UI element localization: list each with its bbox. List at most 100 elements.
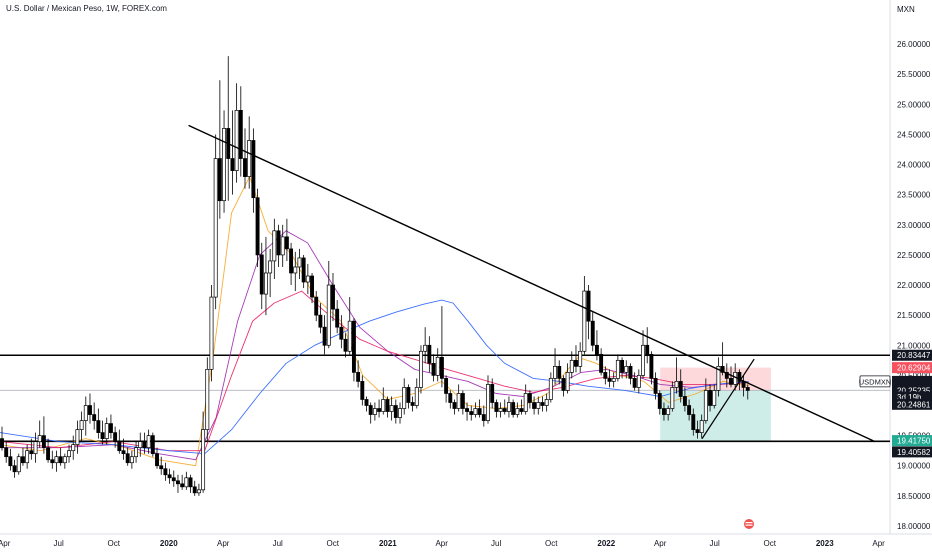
- candle[interactable]: [104, 417, 109, 445]
- candle[interactable]: [372, 402, 377, 421]
- candle[interactable]: [20, 447, 25, 466]
- candle[interactable]: [310, 272, 314, 304]
- candle[interactable]: [716, 357, 721, 397]
- candle[interactable]: [150, 432, 155, 457]
- candle[interactable]: [611, 372, 616, 388]
- candle[interactable]: [615, 354, 620, 382]
- candle[interactable]: [146, 429, 151, 454]
- candle[interactable]: [662, 402, 666, 421]
- candle[interactable]: [196, 483, 201, 496]
- candle[interactable]: [75, 420, 80, 454]
- trendline[interactable]: [188, 124, 876, 443]
- candle[interactable]: [305, 263, 310, 295]
- candle[interactable]: [666, 405, 671, 421]
- candle[interactable]: [389, 396, 394, 421]
- candle[interactable]: [117, 429, 122, 454]
- candle[interactable]: [406, 384, 411, 409]
- candle[interactable]: [280, 224, 285, 267]
- candle[interactable]: [293, 251, 298, 292]
- candle[interactable]: [71, 435, 76, 460]
- candle[interactable]: [79, 411, 84, 442]
- candle[interactable]: [519, 399, 524, 415]
- candle[interactable]: [527, 390, 532, 409]
- candle[interactable]: [142, 432, 147, 454]
- candle[interactable]: [113, 426, 118, 448]
- candle[interactable]: [331, 272, 335, 322]
- candle[interactable]: [381, 387, 386, 415]
- candle[interactable]: [444, 375, 449, 403]
- candle[interactable]: [515, 402, 520, 418]
- candle[interactable]: [724, 363, 729, 388]
- candle[interactable]: [343, 333, 348, 358]
- candle[interactable]: [351, 318, 356, 382]
- candle[interactable]: [439, 306, 444, 388]
- candle[interactable]: [289, 242, 294, 286]
- candle[interactable]: [460, 390, 465, 415]
- candle[interactable]: [192, 480, 197, 496]
- candle[interactable]: [33, 432, 38, 463]
- candle[interactable]: [16, 453, 21, 475]
- candle[interactable]: [129, 450, 134, 469]
- candle[interactable]: [561, 375, 566, 397]
- candle[interactable]: [54, 450, 59, 472]
- candle[interactable]: [569, 351, 574, 379]
- candle[interactable]: [41, 416, 46, 454]
- candle[interactable]: [674, 357, 679, 394]
- candle[interactable]: [125, 447, 130, 466]
- candle[interactable]: [159, 456, 164, 475]
- candle[interactable]: [465, 402, 470, 421]
- candle[interactable]: [448, 390, 453, 409]
- candle[interactable]: [427, 336, 432, 373]
- candle[interactable]: [477, 399, 482, 418]
- candle[interactable]: [37, 420, 42, 448]
- candle[interactable]: [167, 468, 172, 484]
- candle[interactable]: [624, 360, 629, 379]
- candle[interactable]: [8, 448, 13, 471]
- candle[interactable]: [712, 384, 717, 409]
- candle[interactable]: [594, 330, 599, 361]
- candle[interactable]: [687, 399, 692, 421]
- candle[interactable]: [297, 248, 302, 280]
- candle[interactable]: [385, 396, 390, 418]
- candle[interactable]: [641, 330, 645, 379]
- candle[interactable]: [670, 381, 675, 412]
- candle[interactable]: [134, 441, 139, 463]
- candle[interactable]: [452, 399, 457, 415]
- candle[interactable]: [234, 83, 239, 183]
- candle[interactable]: [603, 366, 608, 385]
- candle[interactable]: [268, 248, 273, 298]
- candle[interactable]: [163, 462, 168, 481]
- candle[interactable]: [272, 218, 277, 280]
- candle[interactable]: [318, 303, 323, 334]
- candle[interactable]: [745, 384, 750, 400]
- candle[interactable]: [92, 402, 97, 430]
- candle[interactable]: [540, 396, 545, 412]
- candle[interactable]: [729, 366, 733, 388]
- candle[interactable]: [356, 360, 361, 388]
- candle[interactable]: [590, 312, 595, 352]
- candle[interactable]: [4, 440, 9, 463]
- candle[interactable]: [326, 260, 331, 349]
- candle[interactable]: [251, 128, 256, 213]
- candle[interactable]: [50, 450, 55, 469]
- candle[interactable]: [247, 116, 252, 189]
- candle[interactable]: [138, 432, 143, 457]
- candle[interactable]: [636, 369, 641, 394]
- candle[interactable]: [62, 453, 67, 469]
- candle[interactable]: [314, 291, 319, 322]
- candle[interactable]: [490, 378, 495, 409]
- candle[interactable]: [276, 224, 281, 267]
- candle[interactable]: [25, 444, 30, 469]
- candle[interactable]: [620, 357, 625, 379]
- candle[interactable]: [498, 402, 503, 418]
- candle[interactable]: [511, 399, 516, 418]
- candle[interactable]: [544, 393, 549, 412]
- candle[interactable]: [599, 348, 604, 376]
- candle[interactable]: [456, 384, 461, 412]
- candle[interactable]: [368, 402, 373, 424]
- candle[interactable]: [217, 80, 222, 219]
- candle[interactable]: [29, 438, 34, 460]
- candle[interactable]: [523, 384, 528, 415]
- candle[interactable]: [100, 420, 105, 445]
